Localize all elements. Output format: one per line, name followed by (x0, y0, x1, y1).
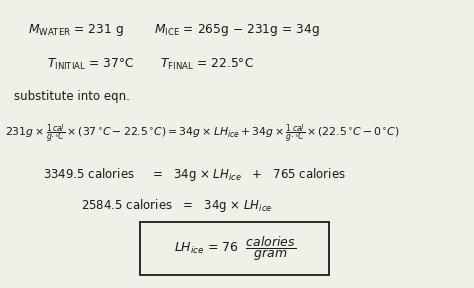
Text: substitute into eqn.: substitute into eqn. (14, 90, 130, 103)
Text: $M_{\mathsf{WATER}}$ = 231 g        $M_{\mathsf{ICE}}$ = 265g − 231g = 34g: $M_{\mathsf{WATER}}$ = 231 g $M_{\mathsf… (28, 22, 320, 38)
Text: $T_{\mathsf{INITIAL}}$ = 37°C       $T_{\mathsf{FINAL}}$ = 22.5°C: $T_{\mathsf{INITIAL}}$ = 37°C $T_{\maths… (47, 57, 255, 72)
Text: 3349.5 calories     =   34g × $LH_{ice}$   +   765 calories: 3349.5 calories = 34g × $LH_{ice}$ + 765… (43, 166, 346, 183)
Text: $231g \times \frac{1\,cal}{g{\cdot}^\circ\!C} \times (37^\circ\!C - 22.5^\circ\!: $231g \times \frac{1\,cal}{g{\cdot}^\cir… (5, 122, 400, 146)
FancyBboxPatch shape (140, 222, 329, 275)
Text: 2584.5 calories   =   34g × $LH_{ice}$: 2584.5 calories = 34g × $LH_{ice}$ (81, 197, 272, 215)
Text: $LH_{ice}$ = 76  $\dfrac{calories}{gram}$: $LH_{ice}$ = 76 $\dfrac{calories}{gram}$ (173, 234, 296, 263)
